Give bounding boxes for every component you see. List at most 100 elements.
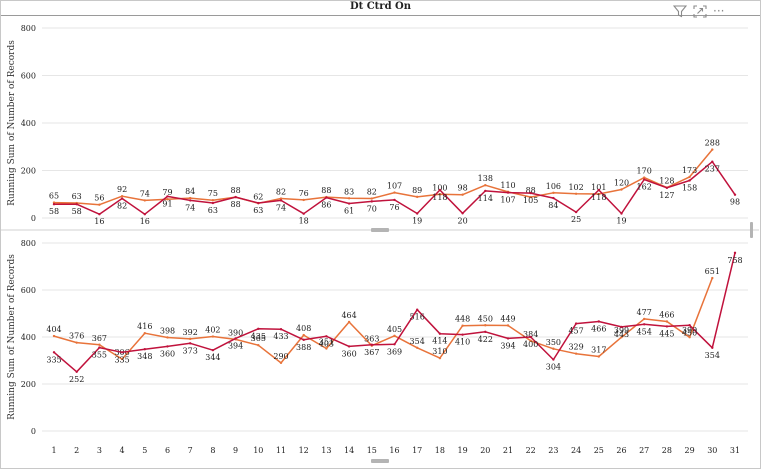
upper-line-chart: 0 200 400 600 800 Running Sum of Number of Re… (7, 24, 748, 226)
data-point (665, 320, 669, 323)
data-label: 390 (228, 328, 243, 337)
y-tick-label: 400 (21, 119, 36, 128)
x-tick-label: 9 (233, 446, 238, 455)
data-label: 110 (500, 181, 515, 190)
data-point (75, 370, 78, 373)
data-label: 317 (591, 346, 606, 355)
y-tick-label: 600 (21, 72, 36, 81)
x-tick-label: 16 (389, 446, 399, 455)
data-point (279, 328, 283, 331)
x-tick-label: 4 (120, 446, 125, 455)
data-point (506, 191, 510, 194)
panel-resize-handles (1, 222, 759, 463)
data-label: 449 (500, 314, 515, 323)
data-label: 89 (412, 186, 422, 195)
data-label: 237 (705, 165, 720, 174)
data-point (438, 332, 442, 335)
x-tick-label: 18 (435, 446, 445, 455)
y-tick-label: 800 (21, 24, 36, 33)
x-tick-label: 2 (74, 446, 79, 455)
y-axis-title: Running Sum of Number of Records (7, 40, 17, 206)
data-point (711, 346, 714, 350)
data-point (143, 332, 146, 335)
x-tick-label: 11 (276, 446, 286, 455)
data-point (574, 352, 578, 355)
data-point (189, 196, 192, 200)
data-label: 114 (478, 194, 493, 203)
data-label: 335 (46, 355, 61, 364)
divider-drag-handle[interactable] (371, 228, 389, 232)
data-point (143, 199, 146, 202)
data-label: 105 (523, 196, 538, 205)
y-tick-label: 800 (21, 239, 36, 248)
data-point (711, 276, 714, 280)
x-tick-label: 8 (210, 446, 215, 455)
data-label: 19 (616, 216, 626, 225)
data-point (347, 345, 351, 348)
data-label: 408 (296, 324, 311, 333)
title-divider (1, 15, 760, 16)
x-tick-label: 29 (685, 446, 695, 455)
data-point (234, 337, 237, 340)
data-point (416, 195, 419, 199)
data-label: 367 (364, 348, 379, 357)
data-point (98, 346, 101, 349)
data-label: 82 (117, 202, 127, 211)
data-label: 516 (410, 313, 425, 322)
data-point (370, 343, 373, 346)
data-point (211, 201, 215, 205)
more-options-icon[interactable]: ··· (713, 4, 725, 18)
data-point (574, 210, 578, 214)
data-label: 92 (117, 185, 127, 194)
data-label: 86 (321, 201, 331, 210)
x-tick-label: 7 (188, 446, 193, 455)
data-label: 443 (614, 330, 629, 339)
data-label: 127 (659, 191, 674, 200)
data-label: 70 (367, 204, 377, 213)
bottom-resize-handle[interactable] (371, 459, 389, 463)
data-point (98, 213, 101, 216)
data-label: 102 (568, 183, 583, 192)
data-label: 350 (546, 338, 561, 347)
data-point (143, 213, 146, 216)
series-line-light (53, 149, 713, 206)
data-point (120, 194, 124, 198)
data-point (733, 251, 737, 255)
data-label: 98 (730, 198, 740, 207)
data-label: 435 (251, 332, 266, 341)
data-label: 399 (614, 326, 629, 335)
data-point (189, 342, 192, 345)
x-tick-label: 14 (344, 446, 354, 455)
data-label: 56 (94, 194, 104, 203)
data-point (393, 198, 396, 202)
x-tick-label: 10 (253, 446, 263, 455)
data-point (688, 336, 691, 339)
data-label: 400 (523, 340, 538, 349)
data-point (302, 333, 305, 337)
data-label: 402 (205, 326, 220, 335)
data-point (665, 325, 669, 328)
data-point (574, 322, 578, 325)
data-point (52, 203, 56, 206)
data-point (347, 320, 351, 324)
data-point (665, 186, 669, 190)
x-tick-label: 30 (707, 446, 717, 455)
focus-mode-icon[interactable] (693, 4, 707, 18)
data-label: 16 (94, 217, 104, 226)
filter-icon[interactable] (673, 4, 687, 18)
data-label: 651 (705, 267, 720, 276)
data-point (347, 197, 351, 200)
lower-line-chart: 0 200 400 600 800 Running Sum of Number of Re… (7, 239, 748, 455)
data-point (393, 191, 396, 194)
data-label: 369 (387, 347, 402, 356)
data-point (597, 192, 600, 196)
data-point (506, 324, 510, 327)
right-resize-handle[interactable] (750, 222, 753, 238)
x-tick-label: 15 (367, 446, 377, 455)
data-point (347, 202, 351, 205)
data-label: 58 (72, 207, 82, 216)
data-point (257, 327, 260, 330)
data-label: 63 (72, 192, 82, 201)
data-point (688, 179, 691, 182)
